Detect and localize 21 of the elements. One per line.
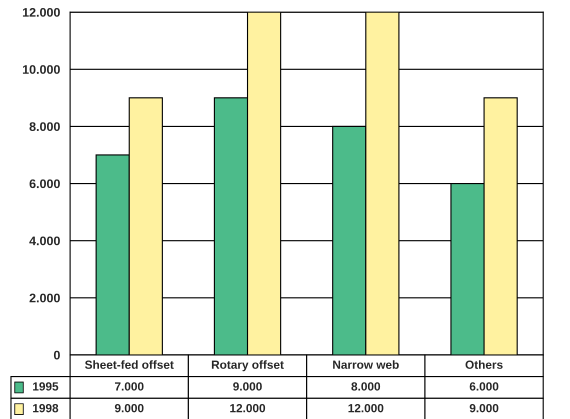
x-tick-label: Rotary offset [212,360,284,372]
data-label: 12.000 [230,404,266,412]
data-label: 12.000 [348,404,384,412]
data-label: 9.000 [470,404,498,412]
y-tick-label: 12.000 [22,8,60,17]
x-tick-label: Others [466,360,503,369]
x-tick-label: Sheet-fed offset [84,360,174,369]
data-label: 9.000 [114,404,144,412]
y-tick-label: 10.000 [22,65,60,74]
x-tick-label: Narrow web [333,360,399,369]
y-tick-label: 2.000 [30,294,60,302]
y-tick-label: 6.000 [30,179,60,188]
legend-label: 1995 [33,382,58,391]
data-label: 7.000 [114,382,144,391]
y-tick-label: 4.000 [29,236,60,246]
legend-label: 1998 [33,404,58,412]
data-label: 6.000 [470,382,498,391]
y-tick-label: 8.000 [30,122,60,132]
data-label: 8.000 [351,382,380,391]
data-label: 9.000 [233,382,262,391]
y-tick-label: 0 [54,350,60,360]
